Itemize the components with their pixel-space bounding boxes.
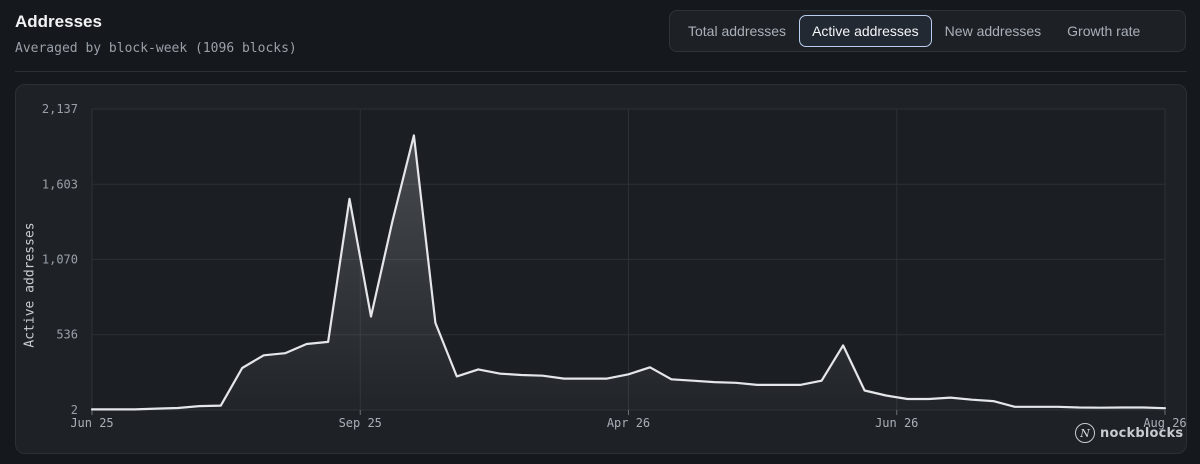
tab-growth-rate[interactable]: Growth rate <box>1054 15 1153 47</box>
x-tick-label: Jun 26 <box>875 416 918 430</box>
data-point <box>884 393 888 397</box>
data-point <box>519 373 523 377</box>
data-point <box>433 321 437 325</box>
data-point <box>584 377 588 381</box>
data-point <box>326 340 330 344</box>
tab-total-addresses[interactable]: Total addresses <box>675 15 799 47</box>
data-point <box>498 372 502 376</box>
data-point <box>369 315 373 319</box>
data-point <box>948 396 952 400</box>
data-point <box>777 383 781 387</box>
nockblocks-logo-icon: N <box>1075 423 1095 443</box>
watermark-text: nockblocks <box>1100 425 1184 441</box>
data-point <box>219 404 223 408</box>
data-point <box>133 407 137 411</box>
tab-new-addresses[interactable]: New addresses <box>932 15 1055 47</box>
data-point <box>197 404 201 408</box>
data-point <box>734 381 738 385</box>
header: Addresses Averaged by block-week (1096 b… <box>0 0 1200 72</box>
data-point <box>390 219 394 223</box>
data-point <box>820 379 824 383</box>
data-point <box>927 397 931 401</box>
data-point <box>154 407 158 411</box>
watermark: N nockblocks <box>1075 421 1183 445</box>
x-tick-label: Aug 26 <box>1143 416 1186 430</box>
page-title: Addresses <box>15 12 102 31</box>
data-point <box>605 377 609 381</box>
data-point <box>755 383 759 387</box>
active-addresses-chart[interactable]: 2 536 1,070 1,603 2,137 Jun 25 Sep 25 Apr 26 Jun… <box>16 85 1187 454</box>
data-point <box>176 406 180 410</box>
y-tick-label: 1,070 <box>42 252 78 266</box>
data-point <box>1034 405 1038 409</box>
y-tick-label: 2,137 <box>42 102 78 116</box>
data-point <box>412 133 416 137</box>
data-point <box>905 397 909 401</box>
data-point <box>712 380 716 384</box>
data-point <box>863 389 867 393</box>
page-subtitle: Averaged by block-week (1096 blocks) <box>15 41 297 56</box>
data-point <box>1142 405 1146 409</box>
data-point <box>348 197 352 201</box>
data-point <box>90 407 94 411</box>
data-point <box>240 366 244 370</box>
data-point <box>798 383 802 387</box>
y-tick-label: 536 <box>56 328 78 342</box>
tab-active-addresses[interactable]: Active addresses <box>799 15 932 47</box>
data-point <box>562 377 566 381</box>
x-tick-label: Jun 25 <box>70 416 113 430</box>
x-tick-label: Apr 26 <box>607 416 650 430</box>
metric-tabs: Total addresses Active addresses New add… <box>669 10 1186 52</box>
data-point <box>1013 405 1017 409</box>
data-point <box>627 372 631 376</box>
data-point <box>111 407 115 411</box>
x-tick-label: Sep 25 <box>339 416 382 430</box>
data-point <box>283 351 287 355</box>
series-line <box>90 134 1167 411</box>
data-point <box>841 343 845 347</box>
data-point <box>970 398 974 402</box>
data-point <box>1163 406 1167 410</box>
data-point <box>305 342 309 346</box>
data-point <box>648 365 652 369</box>
header-divider <box>15 71 1187 72</box>
data-point <box>476 367 480 371</box>
y-tick-label: 1,603 <box>42 177 78 191</box>
series-area <box>92 135 1165 410</box>
data-point <box>1120 405 1124 409</box>
data-point <box>1056 405 1060 409</box>
data-point <box>1077 405 1081 409</box>
data-point <box>691 379 695 383</box>
y-axis-label-wrap: Active addresses <box>20 222 40 347</box>
data-point <box>541 374 545 378</box>
data-point <box>262 353 266 357</box>
y-tick-label: 2 <box>71 403 78 417</box>
data-point <box>669 377 673 381</box>
chart-card: 2 536 1,070 1,603 2,137 Jun 25 Sep 25 Apr 26 Jun… <box>15 84 1187 454</box>
data-point <box>1099 406 1103 410</box>
y-axis-label: Active addresses <box>22 222 38 348</box>
data-point <box>455 374 459 378</box>
data-point <box>991 399 995 403</box>
